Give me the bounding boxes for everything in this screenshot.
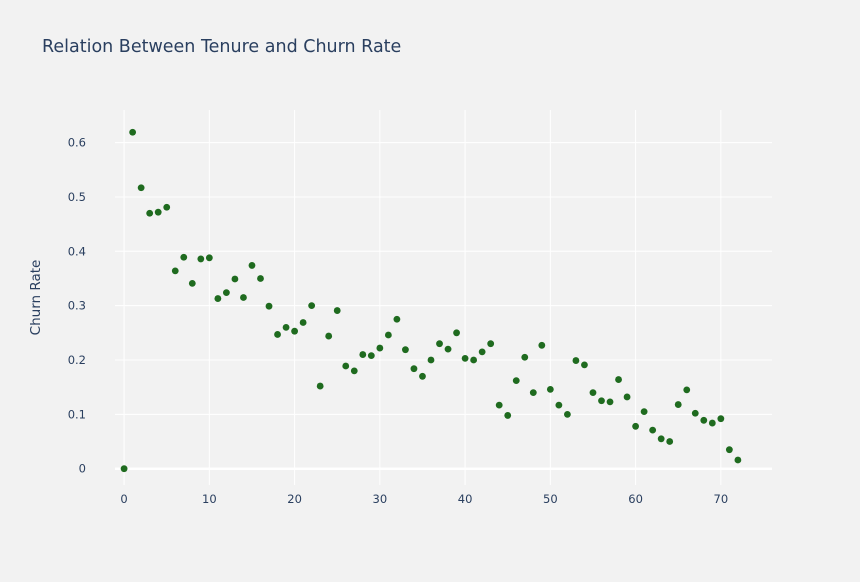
data-point[interactable] [521,353,529,361]
data-point[interactable] [308,302,316,310]
data-point[interactable] [708,419,716,427]
data-point[interactable] [453,329,460,337]
y-tick-label: 0 [79,462,86,476]
data-point[interactable] [470,356,478,364]
data-point[interactable] [487,340,495,348]
data-point[interactable] [197,255,205,263]
data-point[interactable] [137,184,145,192]
x-tick-label: 30 [373,492,388,506]
y-axis-ticks: 0 0.1 0.2 0.3 0.4 0.5 0.6 [68,136,86,476]
data-point[interactable] [529,389,537,397]
x-tick-label: 60 [628,492,643,506]
data-point[interactable] [146,209,154,217]
data-point[interactable] [691,409,699,417]
data-point[interactable] [333,307,341,314]
data-point[interactable] [257,275,264,282]
y-tick-label: 0.6 [68,136,86,150]
data-point[interactable] [598,397,605,405]
y-tick-label: 0.2 [68,353,86,367]
data-point[interactable] [274,331,281,338]
data-point[interactable] [581,361,588,369]
data-point[interactable] [649,426,657,434]
data-point[interactable] [666,438,674,445]
data-point[interactable] [589,389,597,397]
x-tick-label: 20 [287,492,302,506]
data-point[interactable] [367,352,375,360]
data-point[interactable] [632,422,639,430]
data-point[interactable] [606,398,614,406]
y-tick-label: 0.5 [68,190,86,204]
data-point[interactable] [171,267,179,275]
data-point[interactable] [265,302,273,310]
data-point[interactable] [436,340,443,348]
data-point[interactable] [700,416,708,424]
data-point[interactable] [640,408,648,416]
y-tick-label: 0.3 [68,299,86,313]
x-tick-label: 0 [120,492,127,506]
y-tick-label: 0.1 [68,407,86,421]
data-point[interactable] [231,275,239,283]
x-tick-label: 70 [714,492,729,506]
data-point[interactable] [504,412,512,419]
data-point[interactable] [291,327,298,335]
data-point[interactable] [572,357,580,364]
y-axis-title: Churn Rate [28,260,44,336]
data-point[interactable] [538,341,546,349]
data-points [120,128,742,473]
data-point[interactable] [163,203,171,211]
data-point[interactable] [683,386,691,394]
data-point[interactable] [717,415,725,423]
data-point[interactable] [384,331,392,339]
data-point[interactable] [299,319,307,326]
data-point[interactable] [402,346,409,354]
data-point[interactable] [188,279,196,287]
data-point[interactable] [410,365,418,373]
data-point[interactable] [205,254,213,262]
data-point[interactable] [316,382,324,390]
data-point[interactable] [350,367,358,375]
x-tick-label: 50 [543,492,558,506]
x-axis-ticks: 0 10 20 30 40 50 60 70 [120,492,728,506]
data-point[interactable] [478,348,486,356]
x-tick-label: 40 [458,492,473,506]
data-point[interactable] [359,351,367,358]
data-point[interactable] [444,345,452,353]
x-tick-label: 10 [202,492,217,506]
data-point[interactable] [342,362,350,370]
y-tick-label: 0.4 [68,244,86,258]
data-point[interactable] [555,401,563,409]
data-point[interactable] [419,372,426,380]
data-point[interactable] [154,208,162,216]
data-point[interactable] [325,332,333,340]
data-point[interactable] [214,295,222,302]
data-point[interactable] [461,354,469,362]
data-point[interactable] [623,393,631,401]
data-point[interactable] [248,262,256,269]
data-point[interactable] [674,401,682,408]
data-point[interactable] [495,401,503,409]
data-point[interactable] [657,435,665,443]
data-point[interactable] [376,344,384,352]
data-point[interactable] [223,289,230,297]
data-point[interactable] [546,385,554,393]
data-point[interactable] [512,377,520,385]
data-point[interactable] [393,315,401,323]
data-point[interactable] [734,456,742,464]
grid [115,110,772,485]
data-point[interactable] [615,376,622,383]
data-point[interactable] [564,410,571,418]
chart-title: Relation Between Tenure and Churn Rate [42,37,402,57]
data-point[interactable] [725,446,733,454]
data-point[interactable] [427,356,435,364]
data-point[interactable] [282,323,290,331]
data-point[interactable] [129,128,137,136]
data-point[interactable] [180,253,188,261]
data-point[interactable] [120,465,128,473]
data-point[interactable] [240,294,247,301]
